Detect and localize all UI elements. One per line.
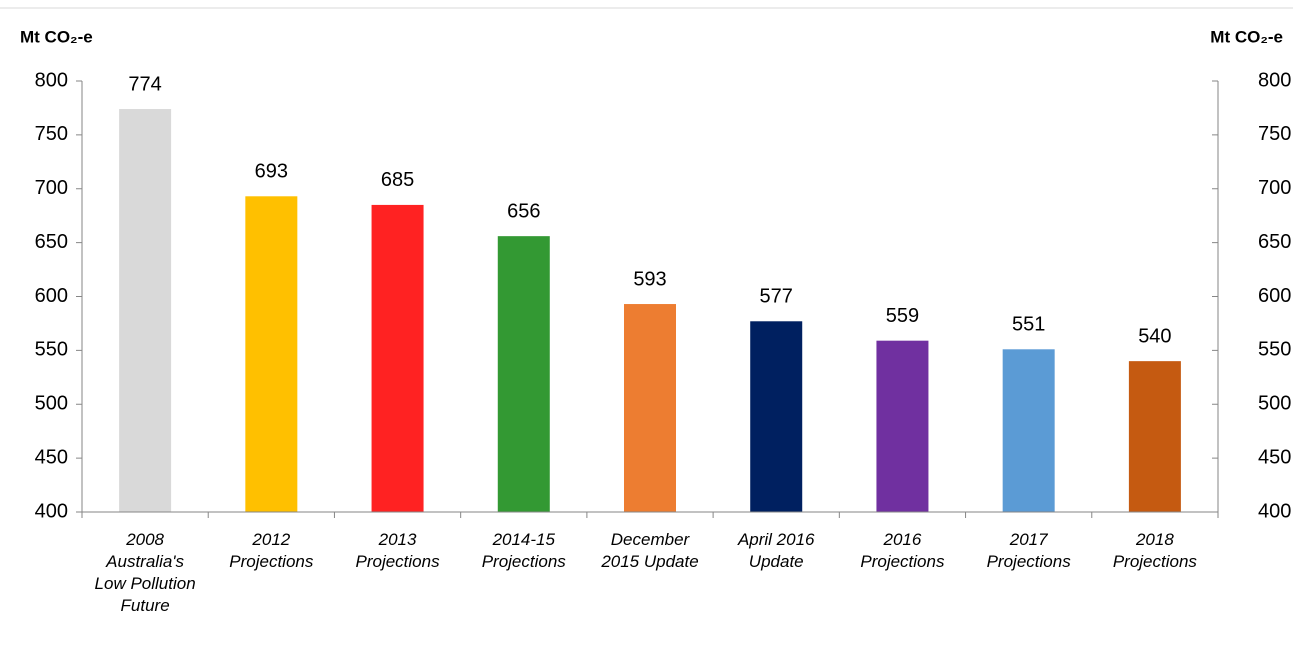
bar xyxy=(750,321,803,512)
y-tick-label: 400 xyxy=(35,500,68,522)
y-tick-label: 800 xyxy=(35,69,68,91)
y2-axis-label: Mt CO₂-e xyxy=(1210,27,1283,46)
value-label: 656 xyxy=(507,200,540,222)
y-tick-label: 600 xyxy=(35,285,68,307)
y2-tick-label: 650 xyxy=(1258,231,1291,253)
y2-tick-label: 400 xyxy=(1258,500,1291,522)
x-tick-label: April 2016 Update xyxy=(737,530,815,571)
x-tick-label: 2017 Projections xyxy=(986,530,1071,571)
x-tick-label: 2013 Projections xyxy=(355,530,440,571)
x-tick-label: 2016 Projections xyxy=(860,530,945,571)
bar xyxy=(119,109,172,512)
y-tick-label: 450 xyxy=(35,446,68,468)
bar xyxy=(876,340,929,512)
y-tick-label: 650 xyxy=(35,231,68,253)
y-tick-label: 500 xyxy=(35,393,68,415)
value-label: 693 xyxy=(255,161,288,183)
y2-tick-label: 450 xyxy=(1258,446,1291,468)
value-label: 540 xyxy=(1138,325,1171,347)
bar xyxy=(371,204,424,512)
x-tick-label: 2008 Australia's Low Pollution Future xyxy=(94,530,196,615)
value-label: 774 xyxy=(128,73,161,95)
x-tick-label: 2012 Projections xyxy=(229,530,314,571)
bar xyxy=(624,304,676,512)
y2-tick-label: 700 xyxy=(1258,177,1291,199)
x-tick-label: 2018 Projections xyxy=(1112,530,1197,571)
value-label: 559 xyxy=(886,305,919,327)
bar xyxy=(245,196,298,513)
x-tick-label: December 2015 Update xyxy=(601,530,699,571)
y2-tick-label: 750 xyxy=(1258,123,1291,145)
value-label: 577 xyxy=(760,286,793,308)
y2-tick-label: 600 xyxy=(1258,285,1291,307)
bar xyxy=(1002,349,1055,512)
value-label: 551 xyxy=(1012,314,1045,336)
y2-tick-label: 500 xyxy=(1258,393,1291,415)
bar xyxy=(1128,361,1181,512)
y-axis-label: Mt CO₂-e xyxy=(20,27,93,46)
x-tick-label: 2014-15 Projections xyxy=(481,530,566,571)
bar xyxy=(497,236,550,512)
y-tick-label: 750 xyxy=(35,123,68,145)
y-tick-label: 700 xyxy=(35,177,68,199)
value-label: 685 xyxy=(381,169,414,191)
y2-tick-label: 550 xyxy=(1258,339,1291,361)
y-tick-label: 550 xyxy=(35,339,68,361)
y2-tick-label: 800 xyxy=(1258,69,1291,91)
value-label: 593 xyxy=(633,268,666,290)
